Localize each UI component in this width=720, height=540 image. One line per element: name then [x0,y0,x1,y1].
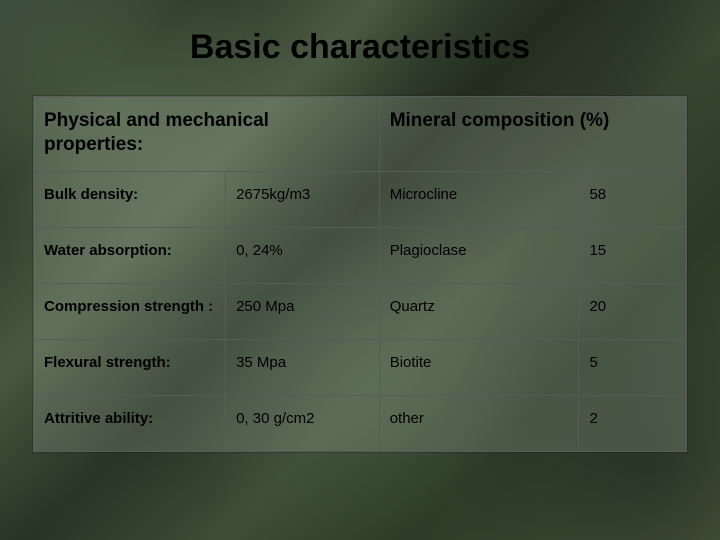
header-composition: Mineral composition (%) [379,97,686,172]
prop-label: Compression strength : [34,283,226,339]
mineral-name: Biotite [379,339,579,395]
table-row: Water absorption: 0, 24% Plagioclase 15 [34,227,687,283]
header-physical: Physical and mechanical properties: [34,97,380,172]
prop-label: Water absorption: [34,227,226,283]
table-row: Attritive ability: 0, 30 g/cm2 other 2 [34,395,687,451]
prop-value: 250 Mpa [226,283,380,339]
mineral-name: Plagioclase [379,227,579,283]
prop-value: 0, 24% [226,227,380,283]
mineral-pct: 58 [579,171,687,227]
mineral-pct: 15 [579,227,687,283]
table-row: Compression strength : 250 Mpa Quartz 20 [34,283,687,339]
prop-value: 0, 30 g/cm2 [226,395,380,451]
mineral-pct: 20 [579,283,687,339]
mineral-pct: 5 [579,339,687,395]
mineral-name: Quartz [379,283,579,339]
prop-label: Attritive ability: [34,395,226,451]
slide: Basic characteristics Physical and mecha… [0,0,720,540]
table-header-row: Physical and mechanical properties: Mine… [34,97,687,172]
table-row: Flexural strength: 35 Mpa Biotite 5 [34,339,687,395]
prop-label: Flexural strength: [34,339,226,395]
prop-value: 2675kg/m3 [226,171,380,227]
properties-table: Physical and mechanical properties: Mine… [33,96,687,452]
mineral-pct: 2 [579,395,687,451]
prop-value: 35 Mpa [226,339,380,395]
prop-label: Bulk density: [34,171,226,227]
mineral-name: Microcline [379,171,579,227]
table-row: Bulk density: 2675kg/m3 Microcline 58 [34,171,687,227]
page-title: Basic characteristics [32,28,688,67]
mineral-name: other [379,395,579,451]
properties-table-wrap: Physical and mechanical properties: Mine… [32,95,688,453]
